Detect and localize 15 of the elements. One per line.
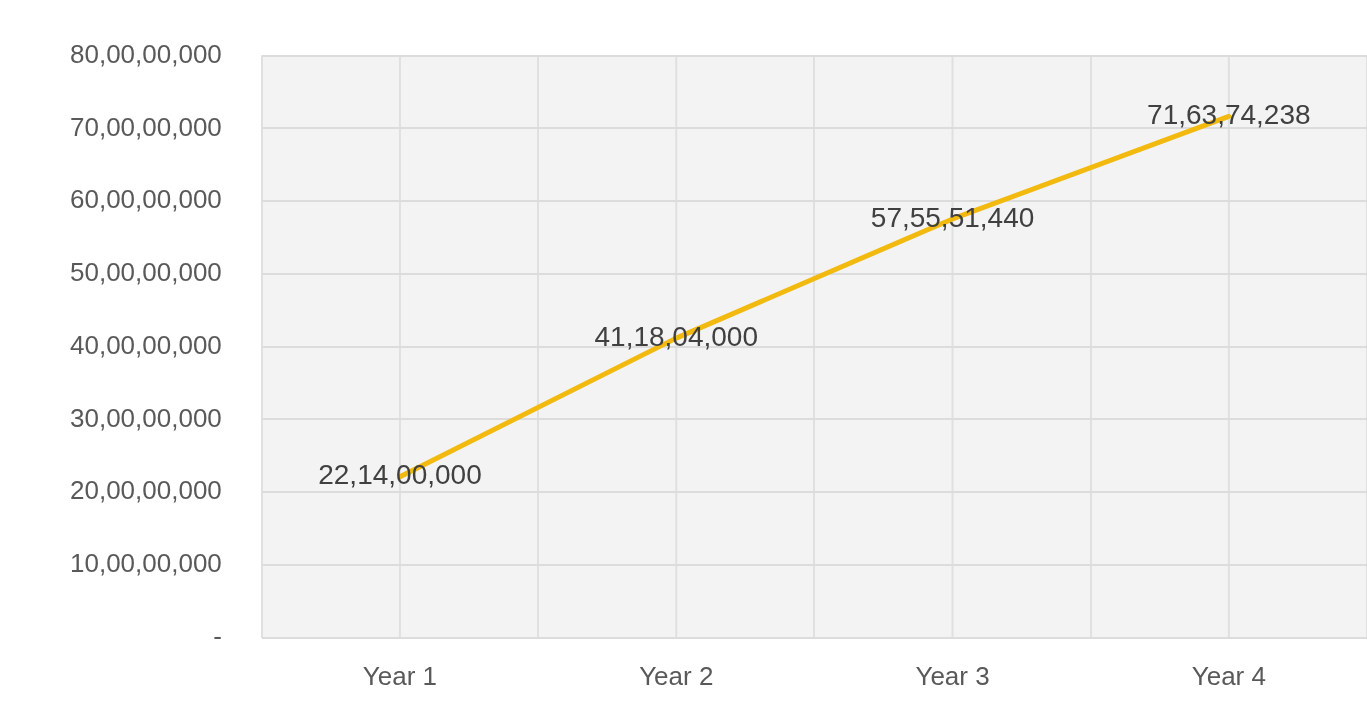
x-tick-label: Year 1 [362,660,438,691]
y-tick-label: 50,00,00,000 [70,257,222,288]
x-tick-label: Year 4 [1191,660,1266,691]
y-tick-label: 10,00,00,000 [70,548,222,579]
y-tick-label: 70,00,00,000 [70,111,222,142]
y-tick-label: 30,00,00,000 [70,402,222,433]
data-label: 22,14,00,000 [318,459,482,491]
x-tick-label: Year 3 [915,660,990,691]
y-tick-label: 60,00,00,000 [70,184,222,215]
y-tick-label: 80,00,00,000 [70,38,222,69]
y-tick-label: - [213,620,222,651]
data-label: 71,63,74,238 [1147,99,1311,131]
x-tick-label: Year 2 [639,660,714,691]
y-tick-label: 20,00,00,000 [70,475,222,506]
y-tick-label: 40,00,00,000 [70,329,222,360]
